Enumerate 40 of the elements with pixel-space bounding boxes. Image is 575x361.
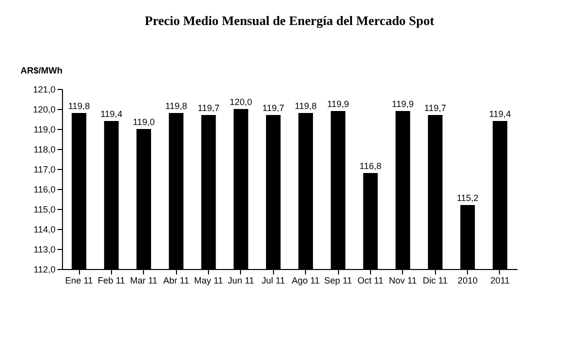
data-label: 119,8 [165, 101, 188, 111]
data-label: 119,7 [262, 103, 284, 113]
x-tick-label: Mar 11 [130, 276, 158, 286]
data-label: 119,8 [294, 101, 317, 111]
x-tick-label: May 11 [194, 276, 223, 286]
y-tick-label: 116,0 [34, 184, 56, 194]
y-tick-label: 112,0 [34, 264, 56, 274]
data-label: 119,0 [132, 117, 155, 127]
x-tick-label: 2011 [490, 276, 510, 286]
chart-title: Precio Medio Mensual de Energía del Mercado Spot [144, 13, 435, 28]
y-tick-label: 114,0 [34, 224, 56, 234]
data-label: 119,9 [392, 99, 414, 109]
data-label: 115,2 [456, 193, 479, 203]
x-tick-label: Sep 11 [324, 276, 352, 286]
y-tick-label: 113,0 [34, 244, 56, 254]
data-label: 120,0 [230, 97, 252, 107]
data-label: 119,4 [100, 109, 122, 119]
x-tick-label: Nov 11 [388, 276, 417, 286]
y-tick-label: 115,0 [34, 204, 56, 214]
y-tick-label: 120,0 [32, 104, 56, 114]
data-label: 116,8 [360, 161, 382, 171]
x-tick-label: 2010 [458, 276, 478, 286]
data-label: 119,7 [198, 103, 220, 113]
x-tick-label: Jul 11 [262, 276, 285, 286]
x-tick-label: Abr 11 [163, 276, 190, 286]
data-label: 119,7 [424, 103, 446, 113]
y-tick-label: 119,0 [34, 124, 56, 134]
x-tick-label: Ago 11 [292, 276, 320, 286]
y-tick-label: 117,0 [34, 164, 56, 174]
y-tick-label: 121,0 [32, 84, 56, 94]
x-tick-label: Ene 11 [65, 276, 93, 286]
y-axis-title: AR$/MWh [20, 66, 62, 76]
data-label: 119,8 [68, 101, 90, 111]
y-tick-label: 118,0 [34, 144, 56, 154]
x-tick-label: Feb 11 [98, 276, 126, 286]
x-tick-label: Oct 11 [358, 276, 384, 286]
x-tick-label: Jun 11 [228, 276, 254, 286]
x-tick-label: Dic 11 [422, 276, 448, 286]
data-label: 119,9 [327, 99, 350, 109]
data-label: 119,4 [489, 109, 511, 119]
